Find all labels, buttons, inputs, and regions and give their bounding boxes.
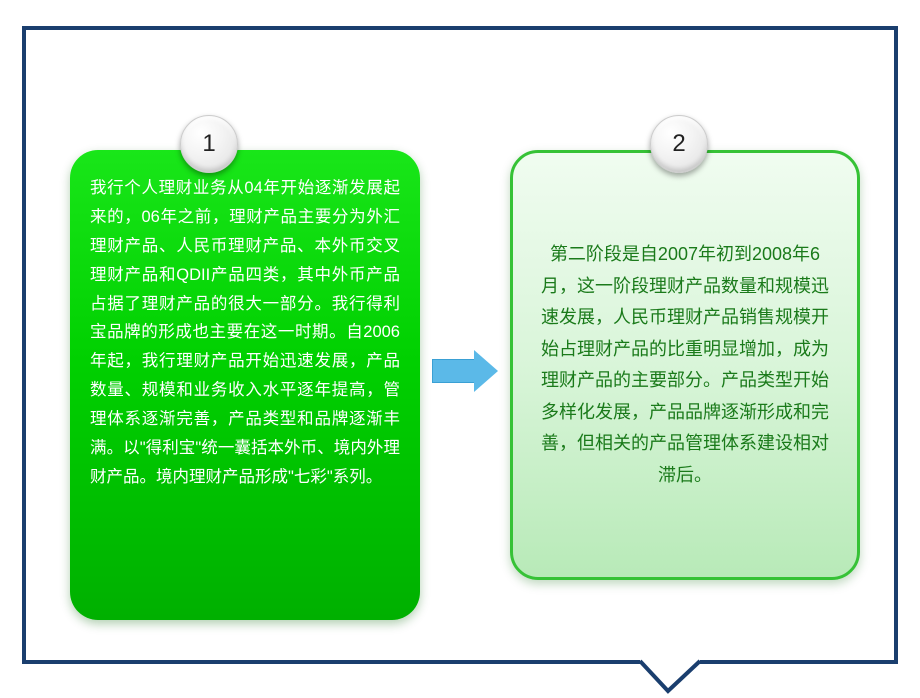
stage-2-text: 第二阶段是自2007年初到2008年6月，这一阶段理财产品数量和规模迅速发展，人… [533,239,837,491]
number-badge-1: 1 [180,115,238,173]
arrow-right-icon [432,350,498,392]
stage-card-1: 我行个人理财业务从04年开始逐渐发展起来的，06年之前，理财产品主要分为外汇理财… [70,150,420,620]
frame-bottom-left [22,660,640,664]
badge-1-label: 1 [202,130,215,158]
number-badge-2: 2 [650,115,708,173]
badge-2-label: 2 [672,130,685,158]
stage-card-2: 第二阶段是自2007年初到2008年6月，这一阶段理财产品数量和规模迅速发展，人… [510,150,860,580]
stage-1-text: 我行个人理财业务从04年开始逐渐发展起来的，06年之前，理财产品主要分为外汇理财… [90,174,400,492]
arrow-head [474,350,498,392]
frame-bottom-right [700,660,898,664]
arrow-shaft [432,359,476,383]
speech-bubble-tail [640,659,710,689]
